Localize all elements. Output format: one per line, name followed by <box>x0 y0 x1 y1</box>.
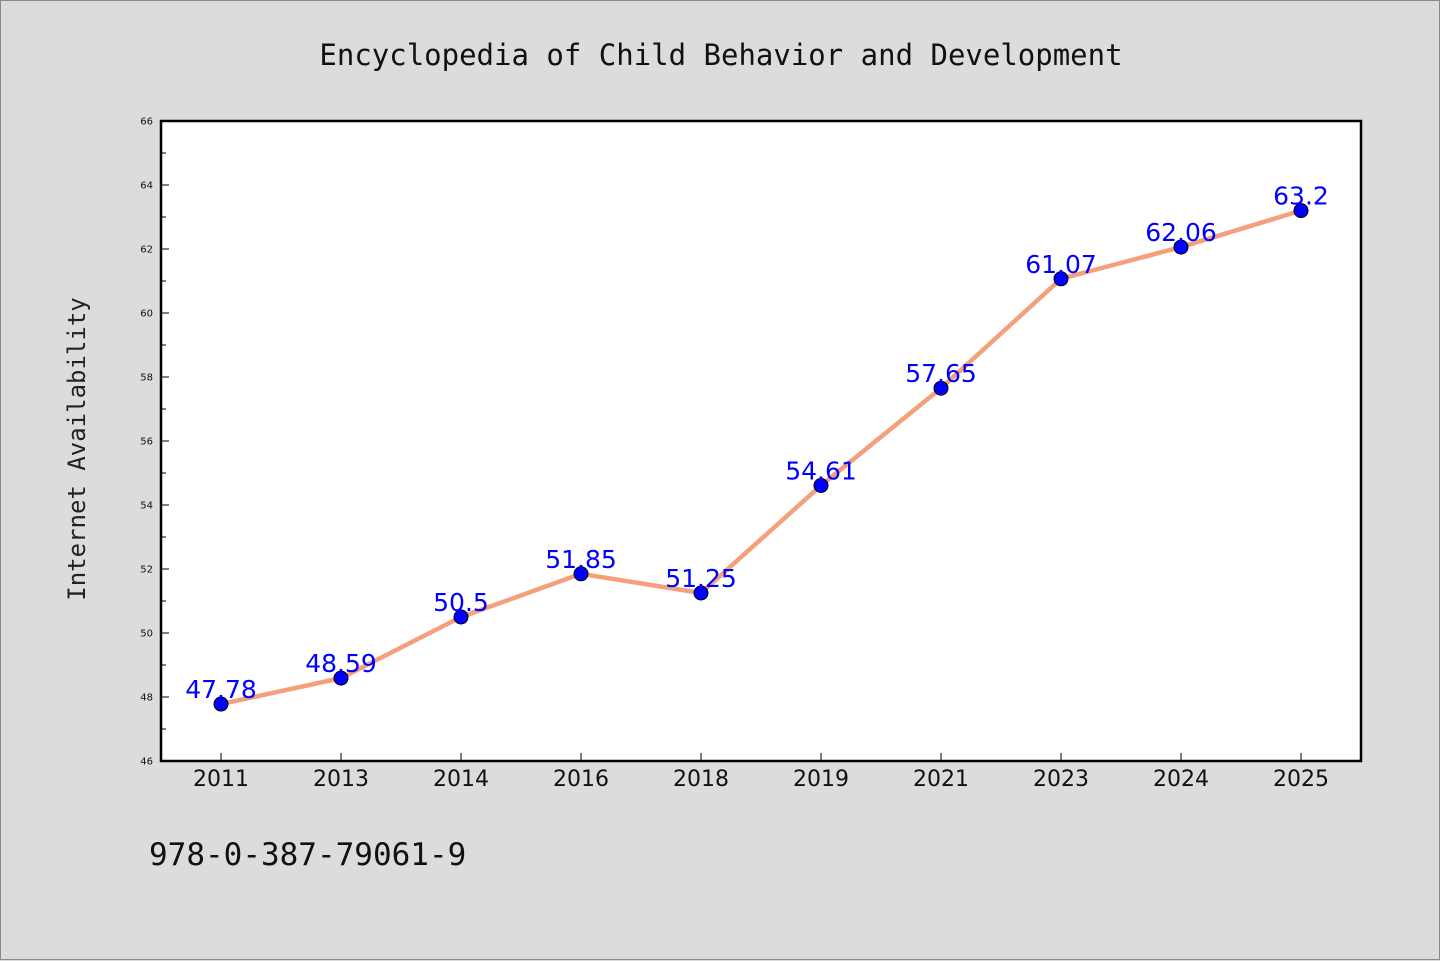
data-point <box>213 696 229 712</box>
y-tick-label: 52 <box>140 565 153 576</box>
y-tick-label: 50 <box>140 629 153 640</box>
x-tick-label: 2011 <box>193 767 249 792</box>
data-label: 47.78 <box>185 675 257 704</box>
x-tick-label: 2018 <box>673 767 729 792</box>
x-tick-label: 2024 <box>1153 767 1209 792</box>
x-tick-label: 2014 <box>433 767 489 792</box>
y-tick-label: 60 <box>140 309 153 320</box>
x-tick-label: 2019 <box>793 767 849 792</box>
y-tick-label: 58 <box>140 373 153 384</box>
data-label: 54.61 <box>785 456 857 485</box>
y-tick-label: 66 <box>140 117 153 128</box>
x-tick-label: 2021 <box>913 767 969 792</box>
isbn-footer: 978-0-387-79061-9 <box>149 837 466 873</box>
data-point <box>573 566 589 582</box>
x-tick-label: 2016 <box>553 767 609 792</box>
data-label: 61.07 <box>1025 250 1097 279</box>
y-tick-label: 62 <box>140 245 153 256</box>
data-point <box>453 609 469 625</box>
data-label: 62.06 <box>1145 218 1217 247</box>
x-tick-label: 2013 <box>313 767 369 792</box>
chart-title: Encyclopedia of Child Behavior and Devel… <box>319 38 1122 72</box>
data-labels: 47.78 48.59 50.5 51.85 51.25 54.61 57.65 61.07 6… <box>185 182 1329 704</box>
data-point <box>1173 239 1189 255</box>
y-axis: 46 48 50 52 54 56 58 60 62 64 66 <box>140 117 169 768</box>
data-markers <box>213 203 1309 712</box>
data-label: 48.59 <box>305 649 377 678</box>
y-axis-label: Internet Availability <box>63 297 91 600</box>
y-tick-label: 46 <box>140 757 153 768</box>
y-tick-label: 54 <box>140 501 153 512</box>
x-axis: 2011 2013 2014 2016 2018 2019 2021 2023 2024 2025 <box>193 753 1329 792</box>
plot-area <box>161 121 1361 761</box>
x-tick-label: 2025 <box>1273 767 1329 792</box>
data-point <box>333 670 349 686</box>
series-line <box>218 208 1304 707</box>
data-point <box>1293 203 1309 219</box>
data-label: 50.5 <box>433 588 489 617</box>
y-tick-label: 48 <box>140 693 153 704</box>
y-tick-label: 64 <box>140 181 153 192</box>
data-point <box>813 477 829 493</box>
plot-frame <box>159 119 1363 763</box>
data-point <box>933 380 949 396</box>
data-label: 57.65 <box>905 359 977 388</box>
y-tick-label: 56 <box>140 437 153 448</box>
data-point <box>1053 271 1069 287</box>
data-label: 51.85 <box>545 545 617 574</box>
x-tick-label: 2023 <box>1033 767 1089 792</box>
data-label: 63.2 <box>1273 182 1329 211</box>
data-label: 51.25 <box>665 564 737 593</box>
data-point <box>693 585 709 601</box>
series-line-group <box>218 208 1304 707</box>
